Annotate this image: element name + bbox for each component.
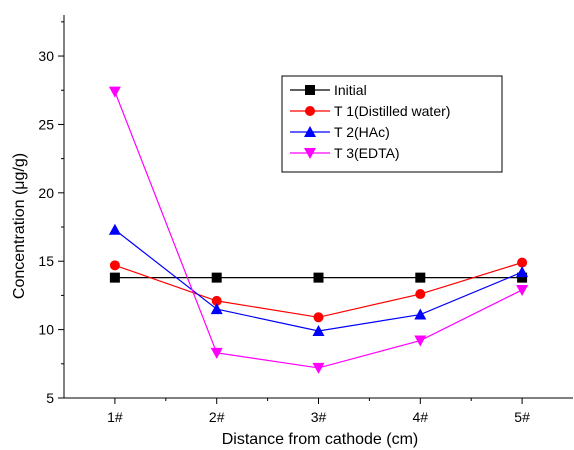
y-tick-label: 5 (46, 390, 54, 406)
y-tick-label: 30 (38, 48, 54, 64)
data-point (312, 362, 325, 374)
data-point (210, 303, 223, 315)
data-point (516, 266, 529, 278)
data-point (517, 272, 528, 283)
data-point (108, 223, 121, 235)
y-tick-label: 10 (38, 322, 54, 338)
x-tick-label: 2# (209, 409, 225, 425)
legend-label: T 1(Distilled water) (334, 103, 450, 119)
y-tick-label: 20 (38, 185, 54, 201)
data-point (109, 272, 120, 283)
series-3 (108, 223, 529, 336)
y-tick-label: 25 (38, 116, 54, 132)
legend-marker (305, 85, 315, 95)
legend-label: Initial (334, 82, 367, 98)
data-point (211, 295, 222, 306)
legend-marker (305, 106, 315, 116)
data-point (415, 289, 426, 300)
y-tick-label: 15 (38, 253, 54, 269)
data-point (415, 272, 426, 283)
data-point (414, 335, 427, 347)
series-layer (108, 86, 529, 374)
x-tick-label: 4# (413, 409, 429, 425)
data-point (414, 308, 427, 320)
legend-marker (304, 126, 316, 137)
legend-entry: T 2(HAc) (290, 124, 390, 140)
legend: Initial T 1(Distilled water) T 2(HAc) T 3(E… (281, 75, 503, 173)
data-point (210, 347, 223, 359)
legend-entry: T 3(EDTA) (290, 145, 400, 161)
legend-box (281, 75, 503, 173)
series-2 (109, 257, 528, 323)
axes: 5 10 15 20 25 30 1# 2# 3# 4# 5# (38, 15, 573, 425)
series-1 (109, 272, 528, 283)
legend-entry: T 1(Distilled water) (290, 103, 450, 119)
y-axis-title: Concentration (μg/g) (11, 153, 28, 299)
x-axis-title: Distance from cathode (cm) (222, 431, 419, 448)
data-point (211, 272, 222, 283)
data-point (312, 324, 325, 336)
data-point (313, 272, 324, 283)
x-tick-label: 5# (514, 409, 530, 425)
series-4 (108, 86, 529, 374)
legend-marker (304, 148, 316, 159)
data-point (313, 312, 324, 323)
legend-entry: Initial (290, 82, 367, 98)
data-point (109, 260, 120, 271)
data-point (517, 257, 528, 268)
x-tick-label: 1# (107, 409, 123, 425)
legend-label: T 3(EDTA) (334, 145, 400, 161)
data-point (108, 86, 121, 98)
data-point (516, 284, 529, 296)
series-line (114, 262, 523, 318)
legend-label: T 2(HAc) (334, 124, 390, 140)
x-tick-label: 3# (311, 409, 327, 425)
